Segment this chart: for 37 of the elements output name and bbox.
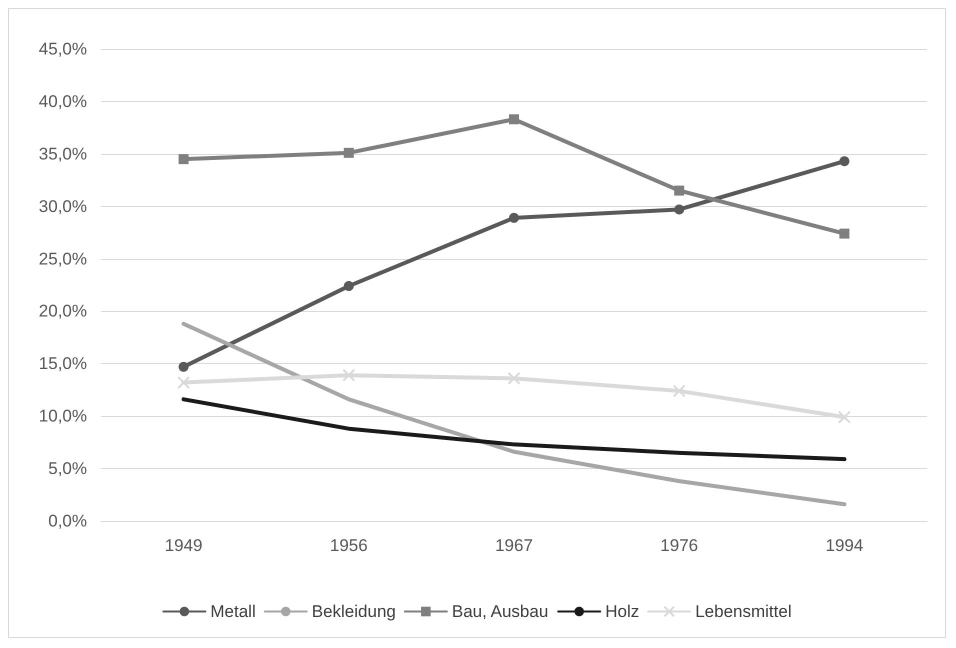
x-tick-label: 1956 bbox=[330, 536, 368, 555]
legend-label: Bekleidung bbox=[312, 602, 396, 621]
point bbox=[839, 228, 850, 239]
x-tick-label: 1967 bbox=[495, 536, 533, 555]
point bbox=[344, 281, 354, 292]
point bbox=[342, 368, 356, 382]
point bbox=[178, 154, 189, 164]
line-series bbox=[182, 322, 846, 506]
y-tick-label: 10,0% bbox=[38, 406, 87, 426]
point bbox=[509, 212, 519, 223]
point bbox=[344, 148, 354, 158]
y-tick-label: 15,0% bbox=[38, 354, 87, 374]
x-tick-label: 1976 bbox=[660, 536, 698, 555]
y-tick-label: 0,0% bbox=[48, 512, 87, 530]
point bbox=[839, 156, 850, 166]
point bbox=[672, 384, 686, 398]
legend-label: Bau, Ausbau bbox=[452, 602, 548, 621]
point bbox=[674, 204, 684, 214]
y-tick-label: 25,0% bbox=[38, 249, 87, 268]
point bbox=[838, 410, 851, 424]
y-tick-label: 40,0% bbox=[38, 92, 87, 111]
point bbox=[177, 376, 190, 390]
x-tick-label: 1949 bbox=[164, 536, 203, 555]
y-tick-label: 5,0% bbox=[48, 459, 87, 478]
legend-label: Holz bbox=[605, 602, 640, 621]
point bbox=[674, 186, 684, 196]
x-tick-label: 1994 bbox=[825, 536, 864, 555]
legend-label: Lebensmittel bbox=[695, 602, 792, 621]
y-tick-label: 20,0% bbox=[38, 302, 87, 321]
line-series bbox=[182, 397, 846, 462]
y-tick-label: 30,0% bbox=[38, 196, 87, 216]
y-tick-label: 35,0% bbox=[38, 144, 87, 164]
legend-label: Metall bbox=[210, 602, 256, 621]
point bbox=[508, 372, 520, 385]
point bbox=[178, 362, 189, 372]
y-tick-label: 45,0% bbox=[38, 40, 87, 58]
point bbox=[509, 114, 519, 124]
